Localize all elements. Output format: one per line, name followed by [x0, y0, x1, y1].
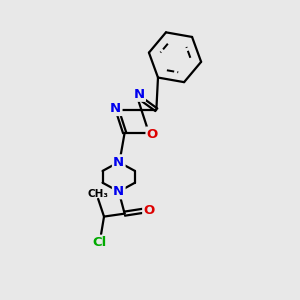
Text: Cl: Cl — [92, 236, 107, 249]
Text: N: N — [110, 102, 121, 115]
Text: O: O — [147, 128, 158, 141]
Text: N: N — [134, 88, 145, 100]
Text: N: N — [113, 185, 124, 198]
Text: N: N — [113, 156, 124, 169]
Text: CH₃: CH₃ — [88, 189, 109, 199]
Text: O: O — [143, 204, 155, 217]
